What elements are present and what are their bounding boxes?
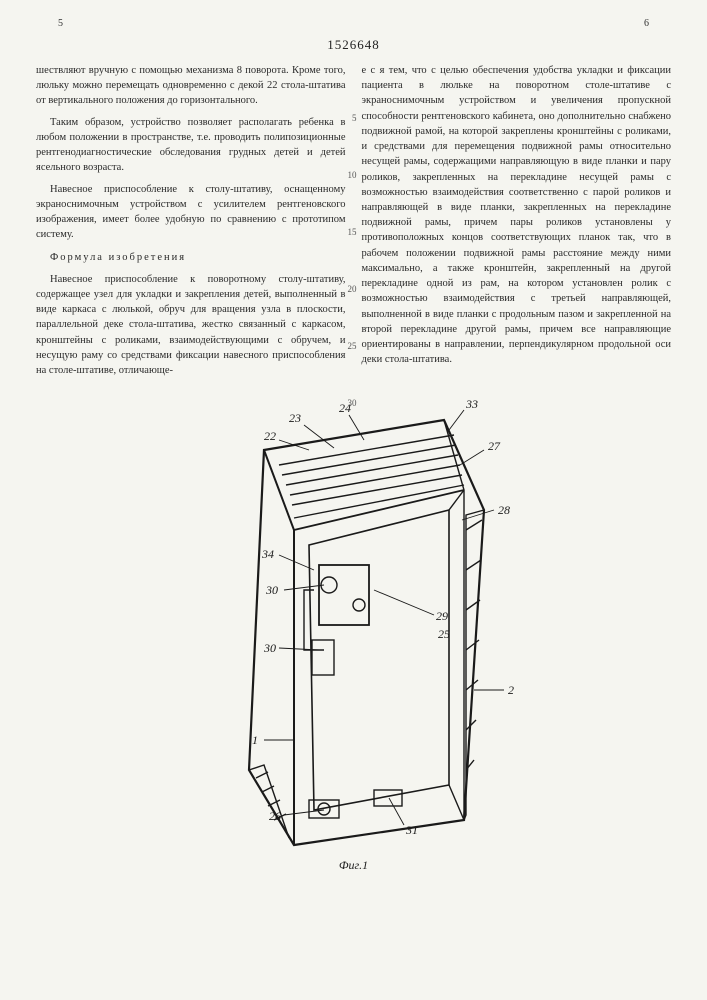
line-number: 5: [352, 113, 357, 123]
line-number: 25: [348, 341, 357, 351]
figure-1: 22 23 24 33 27 28 29 25 30 34 30 26 31 1…: [36, 390, 671, 873]
left-column: 5 10 15 20 25 30 шествляют вручную с пом…: [36, 63, 346, 384]
svg-text:30: 30: [263, 641, 276, 655]
svg-text:27: 27: [488, 439, 501, 453]
patent-number: 1526648: [36, 37, 671, 53]
technical-drawing: 22 23 24 33 27 28 29 25 30 34 30 26 31 1…: [164, 390, 544, 860]
figure-label: Фиг.1: [36, 858, 671, 873]
patent-page: 5 6 1526648 5 10 15 20 25 30 шествляют в…: [0, 0, 707, 883]
svg-text:26: 26: [269, 809, 281, 823]
svg-text:25: 25: [438, 627, 450, 641]
svg-text:23: 23: [289, 411, 301, 425]
formula-title: Формула изобретения: [36, 250, 346, 265]
svg-text:31: 31: [405, 823, 418, 837]
svg-text:1: 1: [252, 733, 258, 747]
paragraph: е с я тем, что с целью обеспечения удобс…: [362, 63, 672, 367]
svg-text:33: 33: [465, 397, 478, 411]
text-columns: 5 10 15 20 25 30 шествляют вручную с пом…: [36, 63, 671, 384]
column-numbers: 5 6: [36, 18, 671, 29]
paragraph: Таким образом, устройство позволяет расп…: [36, 115, 346, 176]
svg-text:22: 22: [264, 429, 276, 443]
svg-text:34: 34: [261, 547, 274, 561]
svg-text:2: 2: [508, 683, 514, 697]
line-number: 20: [348, 284, 357, 294]
paragraph: шествляют вручную с помощью механизма 8 …: [36, 63, 346, 109]
paragraph: Навесное приспособление к столу-штативу,…: [36, 182, 346, 243]
svg-text:30: 30: [265, 583, 278, 597]
line-number: 30: [348, 398, 357, 408]
right-column: е с я тем, что с целью обеспечения удобс…: [362, 63, 672, 384]
right-page-col-num: 6: [644, 18, 649, 29]
line-number: 10: [348, 170, 357, 180]
svg-text:29: 29: [436, 609, 448, 623]
svg-text:28: 28: [498, 503, 510, 517]
left-page-col-num: 5: [58, 18, 63, 29]
paragraph: Навесное приспособление к поворотному ст…: [36, 272, 346, 379]
line-number: 15: [348, 227, 357, 237]
